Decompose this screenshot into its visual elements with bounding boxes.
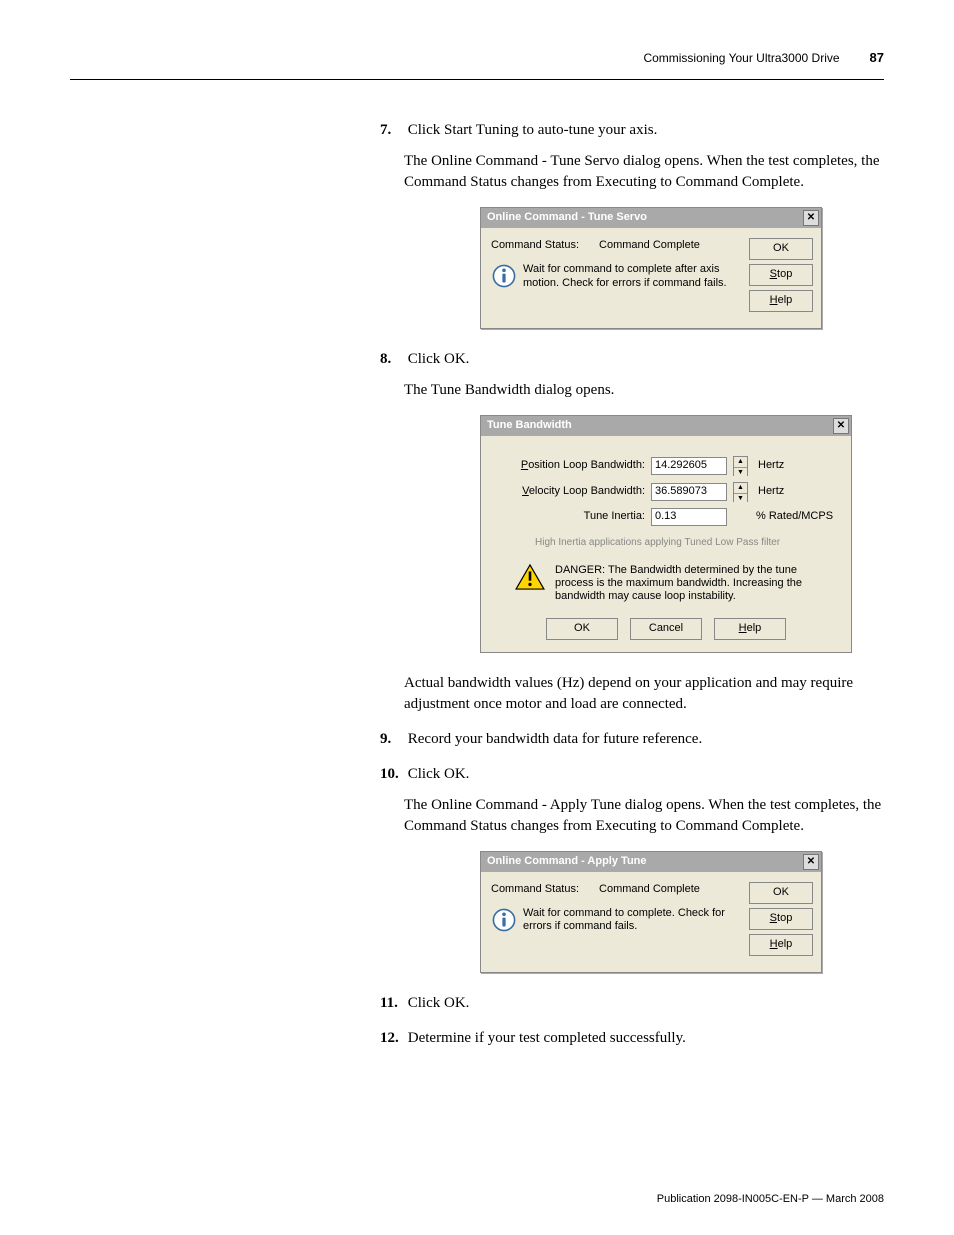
status-row: Command Status: Command Complete: [491, 882, 739, 897]
unit-label: % Rated/MCPS: [756, 509, 833, 524]
spinner[interactable]: ▲▼: [733, 456, 748, 476]
dialog-apply-tune: Online Command - Apply Tune ✕ Command St…: [480, 851, 822, 973]
dialog-title: Online Command - Apply Tune: [487, 854, 647, 869]
warning-text: DANGER: The Bandwidth determined by the …: [555, 564, 837, 604]
dialog-tune-servo: Online Command - Tune Servo ✕ Command St…: [480, 207, 822, 329]
help-button[interactable]: Help: [714, 618, 786, 640]
step-7: 7. Click Start Tuning to auto-tune your …: [380, 120, 884, 141]
step-text: Click Start Tuning to auto-tune your axi…: [408, 120, 884, 141]
step-number: 11.: [380, 993, 404, 1014]
status-label: Command Status:: [491, 882, 579, 897]
close-icon[interactable]: ✕: [803, 210, 819, 226]
info-text: Wait for command to complete. Check for …: [523, 907, 739, 933]
status-value: Command Complete: [599, 882, 700, 897]
dialog-title: Online Command - Tune Servo: [487, 210, 647, 225]
stop-button[interactable]: Stop: [749, 264, 813, 286]
help-button[interactable]: Help: [749, 934, 813, 956]
step-10-body: The Online Command - Apply Tune dialog o…: [404, 795, 884, 837]
info-icon: [491, 907, 517, 933]
unit-label: Hertz: [758, 458, 784, 473]
unit-label: Hertz: [758, 484, 784, 499]
step-text: Determine if your test completed success…: [408, 1028, 884, 1049]
warning-icon: [515, 564, 545, 590]
info-icon: [491, 263, 517, 289]
position-loop-input[interactable]: 14.292605: [651, 457, 727, 475]
header-rule: [70, 79, 884, 80]
step-10: 10. Click OK.: [380, 764, 884, 785]
page-header: Commissioning Your Ultra3000 Drive 87: [70, 50, 884, 65]
step-text: Click OK.: [408, 993, 884, 1014]
chapter-title: Commissioning Your Ultra3000 Drive: [643, 51, 839, 65]
step-8-body2: Actual bandwidth values (Hz) depend on y…: [404, 673, 884, 715]
spinner[interactable]: ▲▼: [733, 482, 748, 502]
step-text: Record your bandwidth data for future re…: [408, 729, 884, 750]
step-text: Click OK.: [408, 764, 884, 785]
position-loop-row: Position Loop Bandwidth: 14.292605 ▲▼ He…: [495, 456, 837, 476]
step-8: 8. Click OK.: [380, 349, 884, 370]
ok-button[interactable]: OK: [749, 238, 813, 260]
velocity-loop-row: Velocity Loop Bandwidth: 36.589073 ▲▼ He…: [495, 482, 837, 502]
close-icon[interactable]: ✕: [803, 854, 819, 870]
dialog-title: Tune Bandwidth: [487, 418, 572, 433]
inertia-label: Tune Inertia:: [495, 509, 645, 524]
ok-button[interactable]: OK: [749, 882, 813, 904]
step-11: 11. Click OK.: [380, 993, 884, 1014]
ok-button[interactable]: OK: [546, 618, 618, 640]
step-7-body: The Online Command - Tune Servo dialog o…: [404, 151, 884, 193]
status-value: Command Complete: [599, 238, 700, 253]
info-text: Wait for command to complete after axis …: [523, 263, 739, 289]
status-row: Command Status: Command Complete: [491, 238, 739, 253]
cancel-button[interactable]: Cancel: [630, 618, 702, 640]
bandwidth-note: High Inertia applications applying Tuned…: [535, 536, 837, 550]
step-number: 8.: [380, 349, 404, 370]
step-number: 9.: [380, 729, 404, 750]
tune-inertia-input[interactable]: 0.13: [651, 508, 727, 526]
status-label: Command Status:: [491, 238, 579, 253]
dialog-tune-bandwidth: Tune Bandwidth ✕ Position Loop Bandwidth…: [480, 415, 852, 653]
close-icon[interactable]: ✕: [833, 418, 849, 434]
titlebar: Tune Bandwidth ✕: [481, 416, 851, 436]
step-number: 12.: [380, 1028, 404, 1049]
step-9: 9. Record your bandwidth data for future…: [380, 729, 884, 750]
step-text: Click OK.: [408, 349, 884, 370]
titlebar: Online Command - Tune Servo ✕: [481, 208, 821, 228]
tune-inertia-row: Tune Inertia: 0.13 % Rated/MCPS: [495, 508, 837, 526]
step-12: 12. Determine if your test completed suc…: [380, 1028, 884, 1049]
page-number: 87: [870, 50, 884, 65]
help-button[interactable]: Help: [749, 290, 813, 312]
titlebar: Online Command - Apply Tune ✕: [481, 852, 821, 872]
step-number: 10.: [380, 764, 404, 785]
footer: Publication 2098-IN005C-EN-P — March 200…: [657, 1193, 884, 1205]
velocity-loop-input[interactable]: 36.589073: [651, 483, 727, 501]
step-number: 7.: [380, 120, 404, 141]
stop-button[interactable]: Stop: [749, 908, 813, 930]
step-8-body: The Tune Bandwidth dialog opens.: [404, 380, 884, 401]
